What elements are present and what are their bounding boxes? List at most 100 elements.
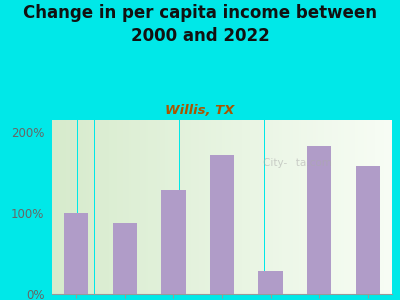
- Bar: [230, 120, 233, 294]
- Bar: [103, 120, 106, 294]
- Bar: [58, 120, 60, 294]
- Bar: [188, 120, 191, 294]
- Bar: [236, 120, 239, 294]
- Bar: [364, 120, 366, 294]
- Bar: [248, 120, 250, 294]
- Bar: [290, 120, 293, 294]
- Bar: [154, 120, 157, 294]
- Bar: [321, 120, 324, 294]
- Bar: [134, 120, 137, 294]
- Bar: [222, 120, 225, 294]
- Bar: [270, 120, 273, 294]
- Bar: [318, 120, 321, 294]
- Bar: [210, 155, 234, 294]
- Bar: [174, 120, 177, 294]
- Bar: [128, 120, 131, 294]
- Bar: [113, 223, 137, 294]
- Bar: [194, 120, 196, 294]
- Bar: [160, 120, 162, 294]
- Bar: [161, 190, 186, 294]
- Bar: [83, 120, 86, 294]
- Bar: [307, 146, 331, 294]
- Bar: [171, 120, 174, 294]
- Bar: [69, 120, 72, 294]
- Bar: [199, 120, 202, 294]
- Bar: [117, 120, 120, 294]
- Bar: [72, 120, 75, 294]
- Bar: [120, 120, 123, 294]
- Bar: [301, 120, 304, 294]
- Text: Change in per capita income between
2000 and 2022: Change in per capita income between 2000…: [23, 4, 377, 45]
- Bar: [327, 120, 330, 294]
- Bar: [162, 120, 165, 294]
- Bar: [219, 120, 222, 294]
- Bar: [384, 120, 386, 294]
- Bar: [250, 120, 253, 294]
- Bar: [151, 120, 154, 294]
- Bar: [369, 120, 372, 294]
- Bar: [239, 120, 242, 294]
- Bar: [157, 120, 160, 294]
- Bar: [214, 120, 216, 294]
- Bar: [143, 120, 146, 294]
- Bar: [267, 120, 270, 294]
- Bar: [279, 120, 282, 294]
- Bar: [358, 120, 361, 294]
- Bar: [287, 120, 290, 294]
- Bar: [258, 271, 283, 294]
- Bar: [78, 120, 80, 294]
- Bar: [293, 120, 296, 294]
- Bar: [352, 120, 355, 294]
- Bar: [356, 166, 380, 294]
- Bar: [389, 120, 392, 294]
- Bar: [296, 120, 298, 294]
- Bar: [146, 120, 148, 294]
- Bar: [109, 120, 112, 294]
- Bar: [375, 120, 378, 294]
- Bar: [177, 120, 180, 294]
- Bar: [338, 120, 341, 294]
- Bar: [347, 120, 350, 294]
- Bar: [64, 213, 88, 294]
- Bar: [185, 120, 188, 294]
- Bar: [182, 120, 185, 294]
- Bar: [335, 120, 338, 294]
- Bar: [97, 120, 100, 294]
- Bar: [378, 120, 381, 294]
- Bar: [273, 120, 276, 294]
- Bar: [259, 120, 262, 294]
- Bar: [350, 120, 352, 294]
- Bar: [298, 120, 301, 294]
- Bar: [355, 120, 358, 294]
- Bar: [112, 120, 114, 294]
- Bar: [211, 120, 214, 294]
- Bar: [114, 120, 117, 294]
- Bar: [55, 120, 58, 294]
- Bar: [148, 120, 151, 294]
- Bar: [341, 120, 344, 294]
- Bar: [372, 120, 375, 294]
- Bar: [310, 120, 313, 294]
- Bar: [205, 120, 208, 294]
- Bar: [140, 120, 143, 294]
- Bar: [344, 120, 347, 294]
- Bar: [276, 120, 279, 294]
- Bar: [123, 120, 126, 294]
- Bar: [307, 120, 310, 294]
- Bar: [106, 120, 109, 294]
- Bar: [52, 120, 55, 294]
- Bar: [313, 120, 316, 294]
- Bar: [256, 120, 259, 294]
- Bar: [60, 120, 63, 294]
- Bar: [316, 120, 318, 294]
- Bar: [262, 120, 264, 294]
- Bar: [324, 120, 327, 294]
- Bar: [92, 120, 94, 294]
- Bar: [191, 120, 194, 294]
- Bar: [381, 120, 384, 294]
- Bar: [366, 120, 369, 294]
- Bar: [75, 120, 78, 294]
- Bar: [100, 120, 103, 294]
- Bar: [242, 120, 245, 294]
- Bar: [228, 120, 230, 294]
